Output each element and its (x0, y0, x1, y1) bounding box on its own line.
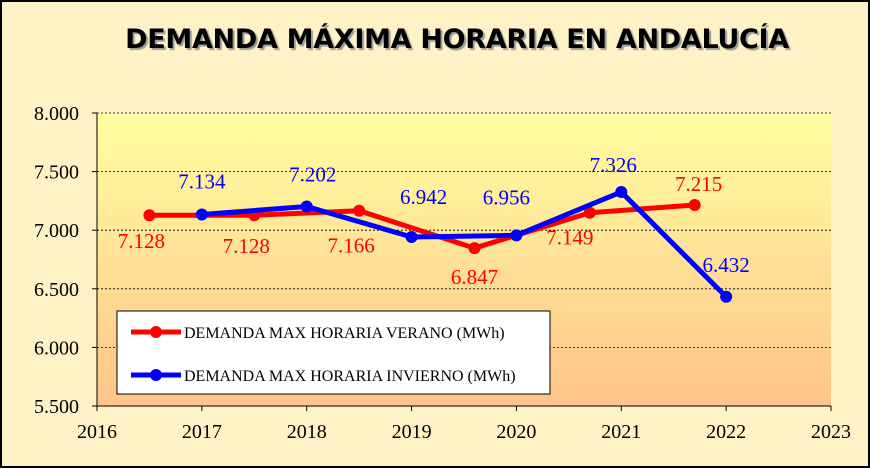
series-layer (143, 185, 733, 303)
data-label-verano: 7.128 (223, 234, 270, 258)
chart-title: DEMANDA MÁXIMA HORARIA EN ANDALUCÍA (125, 24, 789, 55)
data-label-verano: 7.166 (328, 234, 375, 258)
data-label-invierno: 6.942 (400, 185, 447, 209)
legend-swatch-marker (150, 369, 162, 381)
legend-box (116, 310, 551, 395)
point-verano (688, 199, 701, 212)
data-label-invierno: 6.956 (483, 185, 530, 209)
tick-labels: 5.500 6.000 6.500 7.000 7.500 8.000 2016 2017 20… (34, 103, 851, 443)
point-invierno (615, 185, 628, 198)
point-invierno (510, 229, 523, 242)
series-line-invierno (201, 189, 728, 299)
x-tick-label: 2018 (287, 421, 327, 443)
data-label-verano: 7.215 (675, 172, 722, 196)
legend-entry-label: DEMANDA MAX HORARIA INVIERNO (MWh) (184, 368, 516, 385)
data-label-invierno: 7.134 (178, 169, 226, 193)
y-tick-label: 7.500 (34, 162, 79, 184)
data-label-invierno: 7.326 (590, 153, 637, 177)
x-tick-label: 2016 (77, 421, 117, 443)
data-label-verano: 7.149 (546, 226, 593, 250)
x-tick-label: 2017 (182, 421, 222, 443)
x-tick-label: 2022 (706, 421, 746, 443)
point-invierno (720, 290, 733, 303)
y-tick-label: 6.000 (34, 337, 79, 359)
point-verano (583, 206, 596, 219)
point-verano (143, 209, 156, 222)
point-invierno (195, 208, 208, 221)
legend-swatch-marker (150, 326, 162, 338)
x-tick-label: 2021 (601, 421, 641, 443)
x-tick-label: 2020 (496, 421, 536, 443)
point-verano (353, 204, 366, 217)
axes (92, 112, 832, 411)
data-labels: 7.128 7.128 7.166 6.847 7.149 7.215 7.134 7.202… (118, 153, 750, 289)
legend-entry-label: DEMANDA MAX HORARIA VERANO (MWh) (184, 325, 505, 342)
point-verano (468, 242, 481, 255)
data-label-verano: 6.847 (451, 265, 498, 289)
y-tick-label: 8.000 (34, 103, 79, 125)
data-label-invierno: 7.202 (289, 163, 336, 187)
legend: DEMANDA MAX HORARIA VERANO (MWh) DEMANDA … (116, 310, 551, 395)
x-tick-label: 2019 (392, 421, 432, 443)
data-label-verano: 7.128 (118, 229, 165, 253)
point-invierno (300, 200, 313, 213)
x-tick-label: 2023 (811, 421, 851, 443)
y-tick-label: 7.000 (34, 220, 79, 242)
y-tick-label: 5.500 (34, 396, 79, 418)
series-line-verano (149, 202, 695, 251)
data-label-invierno: 6.432 (703, 253, 750, 277)
point-invierno (405, 230, 418, 243)
y-tick-label: 6.500 (34, 279, 79, 301)
